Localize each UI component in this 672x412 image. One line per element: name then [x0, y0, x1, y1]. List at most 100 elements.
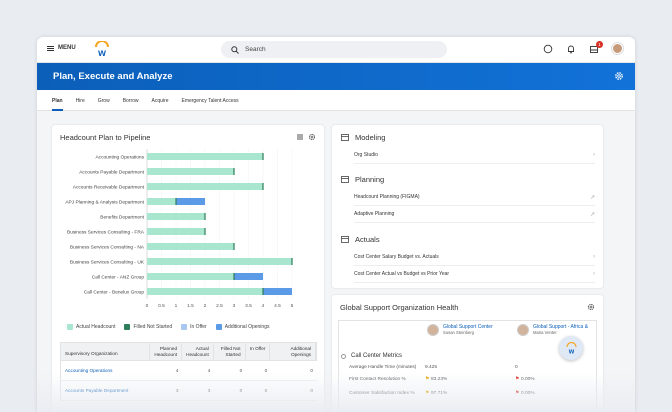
bar-marker [291, 258, 293, 265]
person-header-2[interactable]: Global Support - Africa & Maria Venter [517, 324, 588, 336]
bar-segment [176, 198, 205, 205]
column-header[interactable]: Additional Openings [270, 343, 317, 360]
column-header[interactable]: In Offer [246, 343, 271, 360]
workday-assistant-icon: w [565, 341, 577, 355]
folder-icon [341, 236, 349, 243]
workday-logo[interactable]: w [94, 41, 110, 58]
gear-icon[interactable] [587, 303, 595, 311]
person-header-1[interactable]: Global Support Center Susan Steinberg [427, 324, 493, 336]
y-category-label: Accounting Operations [95, 154, 144, 160]
x-tick-label: 4.5 [274, 303, 281, 309]
bar-segment [147, 273, 234, 280]
manager-name: Maria Venter [533, 330, 557, 335]
column-header[interactable]: Actual Headcount [182, 343, 214, 360]
bar-marker [233, 168, 235, 175]
actuals-header: Actuals [341, 235, 380, 244]
avatar [427, 324, 439, 336]
search-icon [231, 45, 239, 54]
bar-segment [147, 228, 205, 235]
tab-acquire[interactable]: Acquire [151, 98, 169, 104]
table-cell: 4 [175, 368, 179, 373]
headcount-bar-chart: 0 0.5 1 1.5 2 2.5 3 3.5 4 4.5 5 Accounting Operatio… [65, 149, 294, 309]
table-cell: 4 [207, 368, 211, 373]
metric-value: 83.23% [431, 377, 448, 382]
actuals-title: Actuals [355, 235, 380, 244]
worklet-label: Org Studio [354, 152, 378, 158]
tab-hire[interactable]: Hire [75, 98, 85, 104]
flag-icon: ⚑ [515, 391, 520, 396]
worklets-card: Modeling Org Studio › Planning Headcount … [332, 125, 603, 288]
metric-row: First Contact Resolution % ⚑ 83.23% ⚑ 0.… [349, 375, 590, 387]
worklet-item-cost-center-actual[interactable]: Cost Center Actual vs Budget vs Prior Ye… [354, 266, 595, 283]
page-title: Plan, Execute and Analyze [53, 71, 173, 82]
worklet-label: Headcount Planning (FIGMA) [354, 194, 420, 200]
metric-label: First Contact Resolution % [349, 377, 406, 382]
y-category-label: Accounts Receivable Department [73, 184, 145, 190]
search-bar[interactable]: Search [221, 41, 447, 58]
worklet-item-org-studio[interactable]: Org Studio › [354, 147, 595, 164]
column-header[interactable]: Filled Not Started [214, 343, 246, 360]
inbox-icon [590, 45, 598, 53]
chevron-right-icon: › [593, 254, 595, 260]
metric-value: 0 [515, 365, 518, 370]
bar-marker [262, 183, 264, 190]
metric-label: Customer Satisfaction Index % [349, 391, 415, 396]
collapse-icon [341, 353, 346, 359]
svg-text:w: w [567, 348, 574, 355]
external-link-icon: ↗ [589, 194, 595, 201]
y-category-label: Call Center - Benelux Group [84, 289, 145, 295]
chat-icon[interactable] [543, 44, 553, 54]
tab-emergency-talent-access[interactable]: Emergency Talent Access [181, 98, 239, 104]
table-row: Accounting Operations 4 4 0 0 0 [60, 361, 317, 381]
table-cell: 0 [310, 368, 313, 373]
metric-value: 9.425 [425, 365, 438, 370]
y-category-label: Business Services Consulting - FRA [67, 229, 145, 235]
metric-value: 0.00% [521, 391, 535, 396]
menu-button[interactable]: MENU [47, 45, 76, 51]
user-avatar[interactable] [612, 43, 623, 54]
tab-borrow[interactable]: Borrow [122, 98, 139, 104]
worklet-item-cost-center-salary[interactable]: Cost Center Salary Budget vs. Actuals › [354, 249, 595, 266]
bar-segment [147, 288, 263, 295]
bar-segment [234, 273, 263, 280]
notifications-bell-icon[interactable] [566, 44, 576, 54]
x-tick-label: 5 [291, 303, 294, 309]
org-name[interactable]: Global Support Center [443, 324, 493, 330]
gear-icon[interactable] [614, 71, 624, 81]
org-link[interactable]: Accounting Operations [65, 368, 113, 373]
card-gear-icon[interactable] [308, 133, 316, 141]
chart-settings-icon[interactable] [296, 133, 304, 141]
search-placeholder: Search [245, 46, 266, 53]
column-header[interactable]: Planned Headcount [150, 343, 183, 360]
app-window: MENU w Search 1 Plan, Execute and Analyz… [37, 37, 635, 412]
bar-marker [233, 243, 235, 250]
table-cell: 3 [175, 388, 179, 393]
x-tick-label: 2 [204, 303, 207, 309]
legend-item-actual-headcount: Actual Headcount [67, 324, 115, 330]
headcount-title: Headcount Plan to Pipeline [60, 133, 151, 142]
worklet-label: Cost Center Actual vs Budget vs Prior Ye… [354, 271, 450, 277]
assistant-button[interactable]: w [559, 336, 583, 360]
headcount-table: Supervisory Organization Planned Headcou… [60, 342, 317, 401]
org-link[interactable]: Accounts Payable Department [65, 388, 129, 393]
folder-icon [341, 134, 349, 141]
table-cell: 0 [239, 388, 243, 393]
worklet-item-headcount-planning[interactable]: Headcount Planning (FIGMA) ↗ [354, 189, 595, 206]
tab-grow[interactable]: Grow [97, 98, 110, 104]
tab-plan[interactable]: Plan [52, 90, 63, 111]
worklet-label: Cost Center Salary Budget vs. Actuals [354, 254, 439, 260]
inbox-button[interactable]: 1 [589, 40, 603, 54]
org-name[interactable]: Global Support - Africa & [533, 324, 589, 330]
worklet-item-adaptive-planning[interactable]: Adaptive Planning ↗ [354, 206, 595, 223]
metric-row: Average Handle Time (minutes) 9.425 0 [349, 363, 590, 375]
metric-label: Average Handle Time (minutes) [349, 365, 417, 370]
planning-header: Planning [341, 175, 384, 184]
table-cell: 0 [239, 368, 243, 373]
headcount-card: Headcount Plan to Pipeline 0 0.5 1 1.5 2 2.5 3… [52, 125, 324, 412]
bar-marker [233, 273, 235, 280]
bar-marker [204, 213, 206, 220]
call-center-metrics-header[interactable]: Call Center Metrics [341, 353, 402, 359]
legend-label: Additional Openings [224, 324, 270, 330]
legend-label: In Offer [190, 324, 207, 330]
column-header[interactable]: Supervisory Organization [61, 343, 151, 360]
